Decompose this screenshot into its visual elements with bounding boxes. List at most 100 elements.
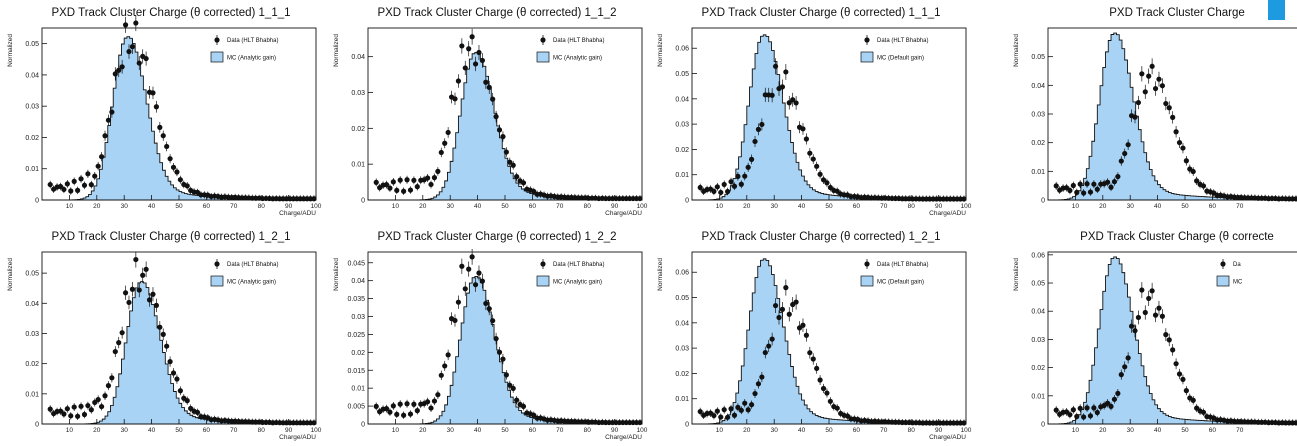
data-point — [374, 180, 379, 185]
data-point — [1150, 64, 1155, 69]
data-point — [725, 415, 730, 420]
data-point — [150, 292, 155, 297]
data-point — [783, 285, 788, 290]
x-tick-label: 20 — [419, 427, 427, 434]
y-tick-label: 0.02 — [25, 135, 39, 142]
data-point — [109, 375, 114, 380]
data-point — [763, 350, 768, 355]
data-point — [387, 410, 392, 415]
data-point — [185, 183, 190, 188]
data-point — [174, 169, 179, 174]
y-tick-label: 0.02 — [351, 350, 365, 357]
data-point — [1180, 377, 1185, 382]
data-point — [452, 318, 457, 323]
x-tick-label: 30 — [1127, 427, 1135, 434]
data-point — [102, 133, 107, 138]
y-axis-label: Normalized — [333, 258, 340, 291]
data-point — [504, 149, 509, 154]
legend-data-label: Data (HLT Bhabha) — [553, 38, 604, 44]
data-point — [1074, 190, 1079, 195]
data-point — [739, 408, 744, 413]
data-point — [1081, 190, 1086, 195]
x-tick-label: 30 — [1127, 203, 1135, 210]
data-point — [835, 406, 840, 411]
y-tick-label: 0.01 — [351, 162, 365, 169]
data-point — [439, 150, 444, 155]
data-point — [1095, 187, 1100, 192]
data-point — [109, 109, 114, 114]
y-tick-label: 0.05 — [675, 295, 689, 302]
data-point — [776, 315, 781, 320]
data-point — [1139, 287, 1144, 292]
data-point — [483, 301, 488, 306]
y-tick-label: 0.01 — [1031, 169, 1045, 176]
chart-svg: PXD Track Cluster ChargeNormalized00.010… — [1006, 0, 1297, 222]
data-point — [48, 407, 53, 412]
data-point — [174, 376, 179, 381]
data-point — [164, 344, 169, 349]
y-tick-label: 0.04 — [675, 96, 689, 103]
data-point — [78, 404, 83, 409]
data-point — [780, 84, 785, 89]
x-tick-label: 90 — [935, 427, 943, 434]
data-point — [463, 65, 468, 70]
x-tick-label: 70 — [230, 427, 238, 434]
data-point — [123, 290, 128, 295]
legend-mc-swatch — [537, 276, 549, 286]
data-point — [493, 114, 498, 119]
x-tick-label: 20 — [743, 427, 751, 434]
x-tick-label: 40 — [474, 203, 482, 210]
x-tick-label: 20 — [1099, 203, 1107, 210]
data-point — [178, 388, 183, 393]
x-axis-label: Charge/ADU — [279, 210, 316, 217]
x-tick-label: 20 — [93, 427, 101, 434]
data-point — [487, 85, 492, 90]
data-point — [1088, 189, 1093, 194]
chart-panel: PXD Track Cluster Charge (θ corrected) 1… — [0, 224, 330, 446]
data-point — [89, 407, 94, 412]
data-point — [514, 174, 519, 179]
y-tick-label: 0.015 — [347, 368, 365, 375]
chart-title: PXD Track Cluster Charge — [1109, 7, 1245, 19]
data-point — [476, 270, 481, 275]
data-point — [456, 78, 461, 83]
data-point — [161, 332, 166, 337]
data-point — [1119, 372, 1124, 377]
y-tick-label: 0.02 — [351, 126, 365, 133]
data-point — [75, 188, 80, 193]
data-point — [442, 141, 447, 146]
data-point — [61, 187, 66, 192]
data-point — [48, 182, 53, 187]
x-tick-label: 70 — [556, 427, 564, 434]
data-point — [116, 340, 121, 345]
data-point — [432, 175, 437, 180]
data-point — [773, 64, 778, 69]
chart-panel: PXD Track Cluster Charge (θ corrected) 1… — [326, 224, 656, 446]
y-axis-label: Normalized — [657, 34, 664, 67]
data-point — [133, 20, 138, 25]
data-point — [1115, 174, 1120, 179]
legend-data-marker — [214, 261, 219, 266]
data-point — [130, 44, 135, 49]
data-point — [387, 186, 392, 191]
y-tick-label: 0.06 — [675, 270, 689, 277]
data-point — [195, 410, 200, 415]
x-tick-label: 40 — [798, 427, 806, 434]
y-tick-label: 0.025 — [347, 332, 365, 339]
data-point — [126, 49, 131, 54]
data-point — [1160, 83, 1165, 88]
x-tick-label: 50 — [175, 203, 183, 210]
y-tick-label: 0.01 — [25, 391, 39, 398]
data-point — [1074, 414, 1079, 419]
data-point — [722, 182, 727, 187]
data-point — [1095, 410, 1100, 415]
x-tick-label: 10 — [392, 427, 400, 434]
data-point — [61, 411, 66, 416]
legend-mc-label: MC — [1233, 280, 1243, 286]
data-point — [1180, 145, 1185, 150]
x-tick-label: 50 — [501, 203, 509, 210]
data-point — [807, 151, 812, 156]
data-point — [718, 414, 723, 419]
y-tick-label: 0.03 — [1031, 337, 1045, 344]
